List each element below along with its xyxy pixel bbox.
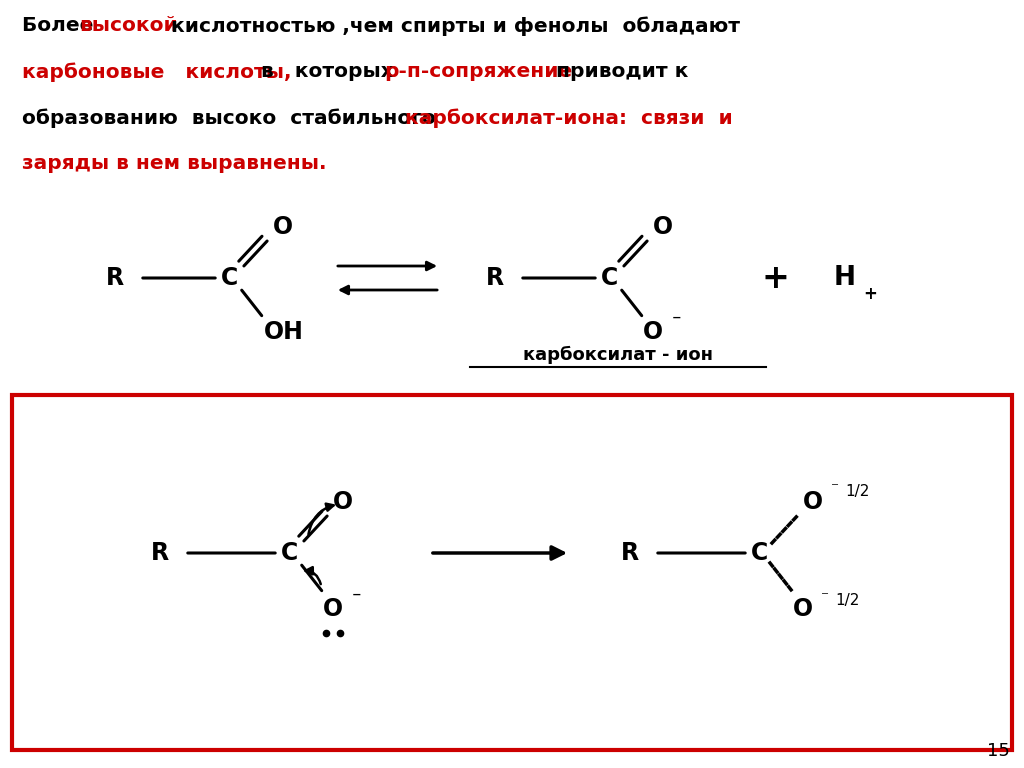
Text: C: C <box>282 541 299 565</box>
Text: R: R <box>105 266 124 290</box>
Text: C: C <box>601 266 618 290</box>
Text: 1/2: 1/2 <box>836 594 860 608</box>
Text: карбоксилат - ион: карбоксилат - ион <box>523 346 713 364</box>
Text: высокой: высокой <box>79 16 178 35</box>
Text: O: O <box>643 319 664 344</box>
Text: R: R <box>486 266 504 290</box>
Text: C: C <box>221 266 239 290</box>
Text: 15: 15 <box>987 742 1010 760</box>
Text: 1/2: 1/2 <box>845 485 869 499</box>
Text: +: + <box>863 285 877 303</box>
Text: ⁻: ⁻ <box>831 481 839 495</box>
Text: карбоксилат-иона:  связи  и: карбоксилат-иона: связи и <box>406 108 733 127</box>
Bar <box>12 395 1012 750</box>
Text: O: O <box>803 490 823 514</box>
Text: ⁻: ⁻ <box>351 590 361 607</box>
Text: O: O <box>324 597 343 621</box>
Text: р-п-сопряжение: р-п-сопряжение <box>384 62 572 81</box>
Text: Более: Более <box>22 16 100 35</box>
Text: R: R <box>151 541 169 565</box>
Text: C: C <box>752 541 769 565</box>
Text: O: O <box>273 215 293 239</box>
Text: H: H <box>834 265 856 291</box>
Text: кислотностью ,чем спирты и фенолы  обладают: кислотностью ,чем спирты и фенолы облада… <box>164 16 740 35</box>
Text: карбоновые   кислоты,: карбоновые кислоты, <box>22 62 292 81</box>
Text: приводит к: приводит к <box>549 62 688 81</box>
Text: заряды в нем выравнены.: заряды в нем выравнены. <box>22 154 327 173</box>
Text: O: O <box>333 490 353 514</box>
Text: ⁻: ⁻ <box>672 313 681 331</box>
Text: образованию  высоко  стабильного: образованию высоко стабильного <box>22 108 442 127</box>
Text: O: O <box>794 597 813 621</box>
Text: +: + <box>761 261 788 294</box>
Text: O: O <box>653 215 673 239</box>
Text: в   которых: в которых <box>254 62 400 81</box>
Text: OH: OH <box>263 319 303 344</box>
Text: R: R <box>621 541 639 565</box>
Text: ⁻: ⁻ <box>821 589 829 604</box>
